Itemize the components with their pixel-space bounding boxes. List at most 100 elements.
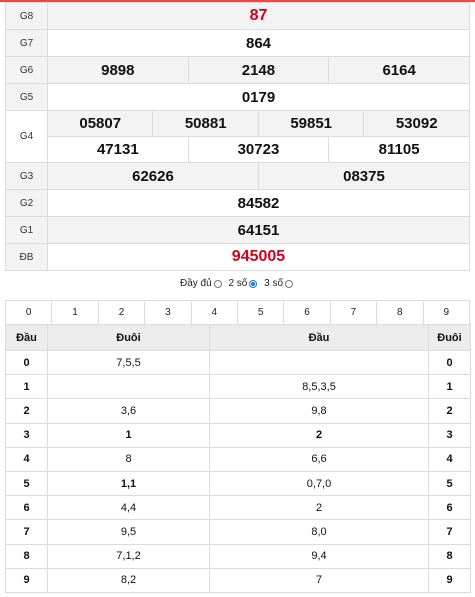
tail-values: 1 xyxy=(47,422,210,448)
head-digit: 9 xyxy=(5,567,48,593)
filter-option-full[interactable]: Đầy đủ xyxy=(180,278,224,289)
filter-option-3-digits[interactable]: 3 số xyxy=(264,278,295,289)
table-row: 1 8,5,3,5 1 xyxy=(5,374,471,400)
display-filter: Đầy đủ 2 số 3 số xyxy=(0,278,475,289)
prize-number: 81105 xyxy=(328,136,470,163)
filter-option-2-digits[interactable]: 2 số xyxy=(228,278,259,289)
head-values: 6,6 xyxy=(209,446,429,472)
prize-row-g4-second: 47131 30723 81105 xyxy=(6,136,470,163)
special-prize-number: 945005 xyxy=(47,243,470,271)
tail-digit: 3 xyxy=(428,422,471,448)
tail-values: 8 xyxy=(47,446,210,472)
prize-number: 30723 xyxy=(187,136,330,163)
head-digit: 2 xyxy=(5,398,48,424)
prize-number: 64151 xyxy=(47,216,470,244)
prize-number: 53092 xyxy=(363,110,470,137)
prize-number: 62626 xyxy=(47,162,259,190)
prize-row-g2: G2 84582 xyxy=(5,189,470,217)
loto-head-tail-table: Đầu Đuôi Đầu Đuôi 0 7,5,5 0 1 8,5,3,5 1 … xyxy=(5,324,471,593)
table-row: 2 3,6 9,8 2 xyxy=(5,398,471,424)
prize-row-g1: G1 64151 xyxy=(5,216,470,244)
prize-row-special: ĐB 945005 xyxy=(5,243,470,271)
digit-button[interactable]: 6 xyxy=(283,300,331,325)
head-digit: 8 xyxy=(5,543,48,569)
digit-button[interactable]: 2 xyxy=(97,300,146,325)
prize-label: ĐB xyxy=(5,243,48,271)
tail-digit: 2 xyxy=(428,398,471,424)
head-values: 9,4 xyxy=(209,543,429,569)
digit-button[interactable]: 3 xyxy=(144,300,192,325)
prize-number: 87 xyxy=(47,2,470,30)
digit-button[interactable]: 0 xyxy=(4,300,53,325)
tail-values: 3,6 xyxy=(47,398,210,424)
prize-number: 50881 xyxy=(152,110,259,137)
head-values: 2 xyxy=(209,422,429,448)
head-values: 8,0 xyxy=(209,519,429,545)
tail-digit: 0 xyxy=(428,349,471,376)
tail-values: 8,2 xyxy=(47,567,210,593)
digit-button[interactable]: 1 xyxy=(51,300,99,325)
table-row: 9 8,2 7 9 xyxy=(5,567,471,593)
column-header-tail: Đuôi xyxy=(428,324,471,351)
filter-option-label: 3 số xyxy=(264,278,284,289)
filter-option-label: 2 số xyxy=(228,278,248,289)
radio-selected-icon[interactable] xyxy=(249,279,258,288)
prize-label: G4 xyxy=(5,110,48,163)
results-table: G8 87 G7 864 G6 9898 2148 6164 G5 0179 G… xyxy=(5,2,471,271)
radio-icon[interactable] xyxy=(285,279,294,288)
table-row: 3 1 2 3 xyxy=(5,422,471,448)
head-digit: 6 xyxy=(5,495,48,521)
prize-number: 59851 xyxy=(257,110,365,137)
column-header-head: Đầu xyxy=(5,324,48,351)
head-digit: 7 xyxy=(5,519,48,545)
digit-button[interactable]: 7 xyxy=(329,300,378,325)
head-digit: 3 xyxy=(5,422,48,448)
tail-digit: 8 xyxy=(428,543,471,569)
column-header-head: Đầu xyxy=(209,324,429,351)
digit-button[interactable]: 4 xyxy=(190,300,238,325)
prize-label: G3 xyxy=(5,162,48,190)
head-values xyxy=(209,349,429,376)
prize-label: G2 xyxy=(5,189,48,217)
prize-number: 6164 xyxy=(328,56,470,84)
prize-row-g4: G4 05807 50881 59851 53092 xyxy=(5,110,470,163)
digit-selector: 0 1 2 3 4 5 6 7 8 9 xyxy=(4,300,471,325)
prize-row-g6: G6 9898 2148 6164 xyxy=(5,56,470,84)
tail-digit: 9 xyxy=(428,567,471,593)
head-values: 7 xyxy=(209,567,429,593)
prize-number: 0179 xyxy=(47,83,470,111)
digit-button[interactable]: 8 xyxy=(376,300,424,325)
prize-row-g5: G5 0179 xyxy=(5,83,470,111)
head-digit: 5 xyxy=(5,470,48,497)
head-values: 2 xyxy=(209,495,429,521)
tail-digit: 4 xyxy=(428,446,471,472)
table-row: 4 8 6,6 4 xyxy=(5,446,471,472)
prize-number: 84582 xyxy=(47,189,470,217)
radio-icon[interactable] xyxy=(213,279,222,288)
digit-button[interactable]: 9 xyxy=(422,300,471,325)
prize-row-g8: G8 87 xyxy=(5,2,470,30)
prize-number: 2148 xyxy=(187,56,330,84)
prize-number: 08375 xyxy=(257,162,471,190)
tail-values xyxy=(47,374,210,400)
head-digit: 1 xyxy=(5,374,48,400)
prize-row-g3: G3 62626 08375 xyxy=(5,162,471,190)
column-header-tail: Đuôi xyxy=(47,324,210,351)
prize-number: 864 xyxy=(47,29,470,57)
tail-values: 4,4 xyxy=(47,495,210,521)
prize-label: G7 xyxy=(5,29,48,57)
filter-option-label: Đầy đủ xyxy=(179,278,212,289)
tail-values: 9,5 xyxy=(47,519,210,545)
prize-label: G6 xyxy=(5,56,48,84)
digit-button[interactable]: 5 xyxy=(236,300,285,325)
prize-label: G5 xyxy=(5,83,48,111)
tail-digit: 1 xyxy=(428,374,471,400)
tail-digit: 7 xyxy=(428,519,471,545)
head-digit: 0 xyxy=(5,349,48,376)
prize-label: G8 xyxy=(5,2,48,30)
prize-number: 9898 xyxy=(47,56,189,84)
tail-values: 1,1 xyxy=(47,470,210,497)
table-row: 0 7,5,5 0 xyxy=(5,349,471,376)
prize-number: 47131 xyxy=(47,136,189,163)
top-accent-line xyxy=(0,0,475,2)
